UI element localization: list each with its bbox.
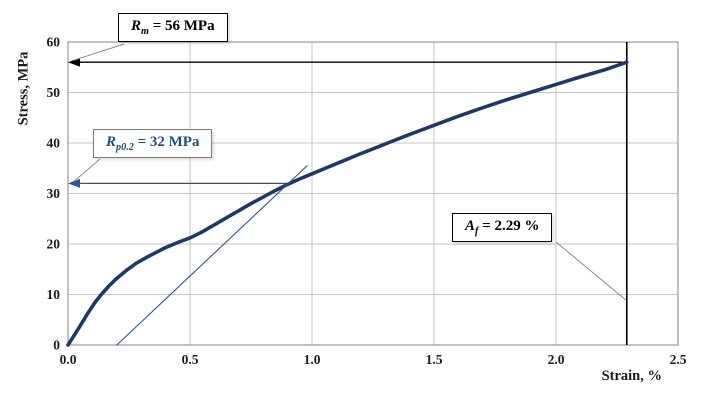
af-leader-line [555,241,627,301]
rp-arrowhead-icon [68,178,80,188]
y-tick-label: 40 [47,136,61,151]
x-tick-label: 2.0 [548,352,565,367]
rp02-symbol: R [106,134,117,150]
rm-subscript: m [141,26,149,37]
rp-leader-line [73,158,101,182]
y-tick-label: 50 [47,85,61,100]
annotation-rp02: Rp0.2 = 32 MPa [93,129,213,158]
rm-leader-line [73,43,125,61]
af-symbol: A [465,218,476,234]
rp02-value-text: = 32 MPa [133,134,200,150]
offset-line-0-2-percent [116,165,308,346]
annotation-rm: Rm = 56 MPa [118,13,228,42]
y-tick-label: 60 [47,35,61,50]
y-tick-label: 20 [47,237,61,252]
y-axis-label: Stress, MPa [15,51,32,126]
rp02-subscript: p0.2 [116,142,134,153]
y-tick-label: 10 [47,287,61,302]
rm-value-text: = 56 MPa [148,18,215,34]
plot-border [67,41,679,346]
af-subscript: f [475,226,479,237]
af-value-text: = 2.29 % [478,218,540,234]
x-tick-label: 2.5 [670,352,687,367]
x-tick-label: 0.5 [182,352,199,367]
x-axis-label: Strain, % [601,368,662,384]
rm-arrowhead-icon [68,57,80,67]
rm-symbol: R [131,18,142,34]
y-tick-label: 0 [53,338,60,353]
x-tick-label: 0.0 [60,352,77,367]
x-tick-label: 1.0 [304,352,321,367]
stress-strain-curve [66,60,629,347]
x-tick-label: 1.5 [426,352,443,367]
annotation-af: Af = 2.29 % [452,213,553,242]
y-tick-label: 30 [47,186,61,201]
